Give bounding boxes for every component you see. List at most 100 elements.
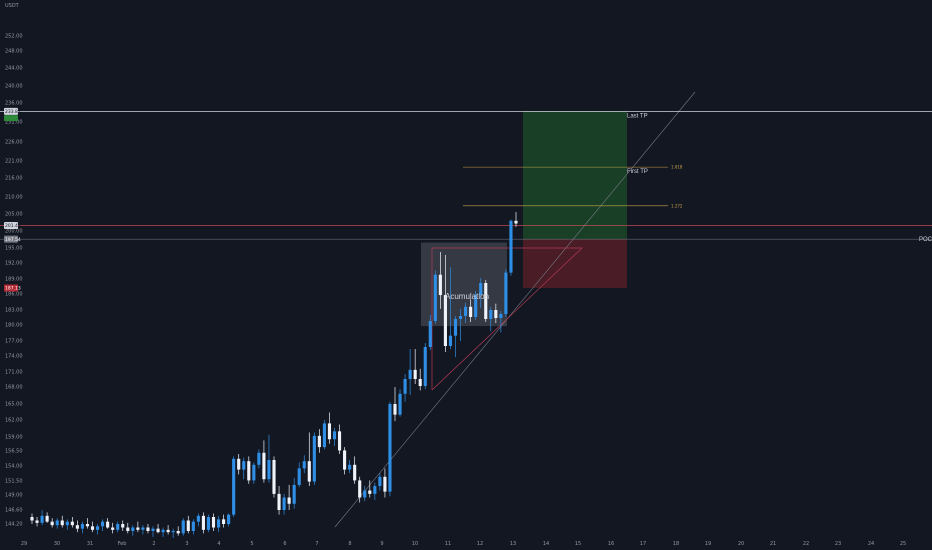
y-tick-label: 248.00 — [5, 49, 23, 55]
candle-body — [141, 528, 144, 530]
candle-body — [116, 524, 119, 530]
y-tick-label: 174.00 — [5, 354, 23, 360]
price-tag-text: 233.87 — [5, 109, 21, 115]
y-tick-label: 149.00 — [5, 493, 23, 499]
x-tick-label: 6 — [283, 541, 286, 547]
candle-body — [242, 461, 245, 469]
x-tick-label: 30 — [54, 541, 60, 547]
y-tick-label: 146.60 — [5, 508, 23, 514]
candle-body — [111, 528, 114, 530]
candle-body — [383, 477, 386, 492]
candle-body — [368, 491, 371, 494]
y-tick-label: 240.00 — [5, 84, 23, 90]
candle-body — [459, 316, 462, 319]
x-tick-label: 19 — [705, 541, 711, 547]
position-profit-zone — [523, 111, 627, 239]
y-tick-label: 205.00 — [5, 212, 23, 218]
candle-body — [262, 453, 265, 479]
x-tick-label: 21 — [770, 541, 776, 547]
candle-body — [207, 517, 210, 530]
y-tick-label: 154.00 — [5, 464, 23, 470]
y-tick-label: 177.00 — [5, 339, 23, 345]
candle-body — [439, 275, 442, 295]
candle-body — [338, 431, 341, 450]
y-tick-label: 200.00 — [5, 229, 23, 235]
candle-body — [353, 465, 356, 481]
candle-body — [151, 529, 154, 531]
y-tick-label: 159.00 — [5, 435, 23, 441]
candle-body — [217, 519, 220, 527]
y-tick-label: 210.00 — [5, 195, 23, 201]
candle-body — [429, 321, 432, 347]
candle-body — [499, 314, 502, 318]
candle-body — [298, 468, 301, 485]
last-tp-label: Last TP — [627, 113, 648, 119]
y-tick-label: 171.00 — [5, 370, 23, 376]
candle-body — [303, 461, 306, 468]
price-tag-text: 201.48 — [5, 223, 21, 229]
candle-body — [136, 528, 139, 530]
candle-body — [131, 528, 134, 532]
candle-body — [35, 521, 38, 523]
candle-body — [232, 459, 235, 515]
y-tick-label: 252.00 — [5, 34, 23, 40]
x-tick-label: 17 — [640, 541, 646, 547]
y-tick-label: 226.00 — [5, 140, 23, 146]
candle-body — [187, 521, 190, 532]
x-tick-label: 18 — [673, 541, 679, 547]
y-tick-label: 244.00 — [5, 66, 23, 72]
candle-body — [66, 522, 69, 526]
y-tick-label: 165.00 — [5, 402, 23, 408]
x-tick-label: 16 — [608, 541, 614, 547]
candle-body — [156, 529, 159, 533]
x-tick-label: 20 — [738, 541, 744, 547]
candle-body — [197, 516, 200, 522]
candle-body — [277, 494, 280, 510]
candle-body — [323, 423, 326, 447]
candle-body — [76, 525, 79, 529]
candle-body — [86, 524, 89, 526]
candle-body — [373, 486, 376, 494]
accumulation-label: Acumulation — [445, 292, 489, 301]
candle-body — [434, 275, 437, 321]
candle-body — [91, 526, 94, 530]
candle-body — [514, 221, 517, 224]
x-tick-label: 2 — [152, 541, 155, 547]
candle-body — [504, 273, 507, 314]
candle-body — [409, 370, 412, 379]
candle-body — [121, 524, 124, 528]
candle-body — [46, 516, 49, 522]
candle-body — [61, 521, 64, 526]
candle-body — [252, 465, 255, 481]
candle-body — [358, 480, 361, 497]
candle-body — [308, 461, 311, 481]
x-tick-label: 15 — [575, 541, 581, 547]
x-tick-label: 13 — [510, 541, 516, 547]
candle-body — [494, 310, 497, 318]
x-tick-label: 5 — [250, 541, 253, 547]
candle-body — [363, 491, 366, 498]
y-tick-label: 216.00 — [5, 176, 23, 182]
x-tick-label: 22 — [803, 541, 809, 547]
x-tick-label: 9 — [380, 541, 383, 547]
candle-body — [328, 423, 331, 439]
candle-body — [96, 526, 99, 530]
x-tick-label: 25 — [900, 541, 906, 547]
candle-body — [182, 521, 185, 534]
first-tp-label: First TP — [627, 169, 648, 175]
candle-body — [414, 370, 417, 379]
candle-body — [283, 498, 286, 511]
x-tick-label: 3 — [185, 541, 188, 547]
x-tick-label: 4 — [217, 541, 220, 547]
y-tick-label: 144.20 — [5, 522, 23, 528]
candle-body — [167, 530, 170, 532]
candle-body — [247, 461, 250, 480]
candle-body — [56, 521, 59, 526]
candle-body — [509, 221, 512, 273]
candle-body — [202, 516, 205, 530]
y-tick-label: 189.00 — [5, 277, 23, 283]
candle-body — [398, 394, 401, 415]
x-tick-label: 8 — [348, 541, 351, 547]
candle-body — [348, 465, 351, 470]
